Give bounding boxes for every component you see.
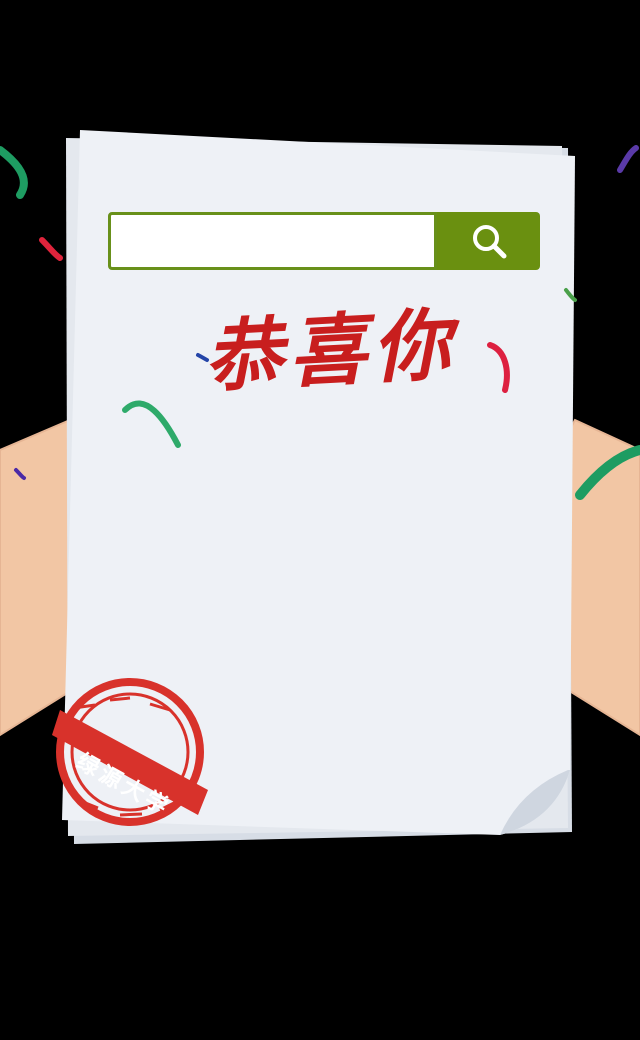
headline-text: 恭喜你 [202, 299, 459, 404]
search-bar [108, 212, 540, 270]
stamp-seal [52, 678, 208, 826]
search-input[interactable] [108, 212, 437, 270]
search-button[interactable] [437, 212, 540, 270]
paper-stack [62, 130, 575, 844]
search-icon [472, 225, 506, 259]
confetti [0, 145, 640, 500]
